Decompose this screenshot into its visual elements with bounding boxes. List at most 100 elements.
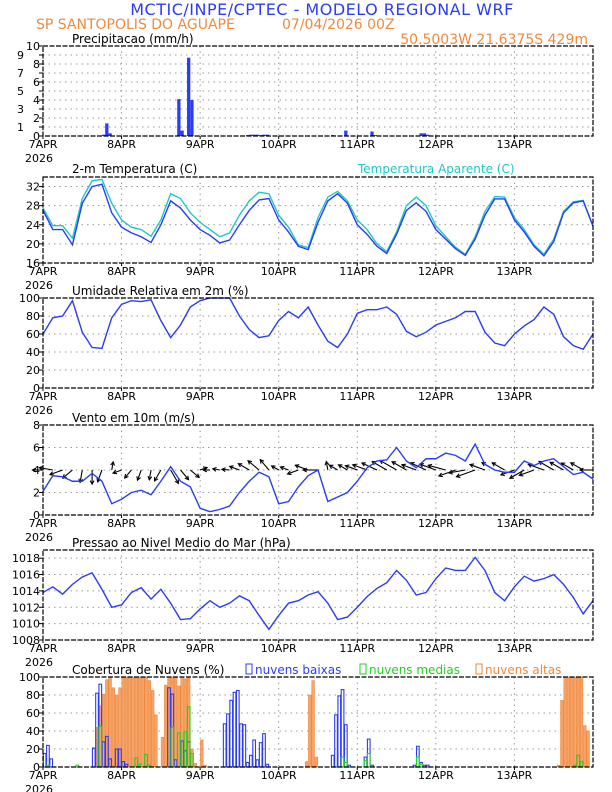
cloud-bar-nuvens-altas <box>111 687 116 768</box>
cloud-bar-nuvens-altas <box>128 676 132 768</box>
y-tick-label: 80 <box>26 689 40 702</box>
wind-arrow <box>123 469 132 479</box>
x-tick-label: 10APR <box>261 642 297 655</box>
wind-frame <box>42 424 594 516</box>
precip-bar <box>105 123 109 136</box>
y-tick-label: 60 <box>26 328 40 341</box>
wind-arrow <box>147 469 153 481</box>
wind-arrow-shaft <box>212 468 220 471</box>
cloud-bar-nuvens-altas <box>164 684 168 768</box>
x-year-label: 2026 <box>25 656 53 669</box>
wind-arrow <box>180 469 190 481</box>
wind-arrow-head <box>455 473 461 478</box>
wind-arrow-head <box>111 469 118 475</box>
location-name: SP SANTOPOLIS DO AGUAPE <box>36 17 235 33</box>
cloud-bar-nuvens-baixas <box>255 759 260 768</box>
wind-arrow-shaft <box>295 464 309 471</box>
y-tick-label: 1010 <box>12 618 40 631</box>
wind-arrow-head <box>294 464 300 469</box>
cloud-bar-nuvens-baixas <box>258 742 263 768</box>
wind-arrow-shaft <box>111 461 114 471</box>
pressure-title: Pressao ao Nivel Medio do Mar (hPa) <box>72 536 291 550</box>
cloud-bar-nuvens-baixas <box>91 747 96 768</box>
run-time: 07/04/2026 00Z <box>282 17 395 33</box>
cloud-bar-nuvens-baixas <box>337 695 342 768</box>
wind-arrow-head <box>391 461 397 466</box>
main-title: MCTIC/INPE/CPTEC - MODELO REGIONAL WRF <box>130 0 514 19</box>
x-tick-label: 7APR <box>29 769 58 782</box>
wind-arrow-head <box>578 467 584 473</box>
wind-arrow <box>391 461 407 471</box>
wind-arrow-shaft <box>238 463 250 471</box>
y-tick-label: 0 <box>33 509 40 522</box>
x-tick-label: 12APR <box>418 517 454 530</box>
wind-arrow <box>237 463 250 471</box>
x-tick-label: 13APR <box>497 390 533 403</box>
wind-arrow-head <box>202 467 208 473</box>
wind-arrow-head <box>31 467 37 473</box>
wind-arrow-head <box>328 464 334 469</box>
cloud-bar-nuvens-medias <box>419 763 424 768</box>
y-tick-label: 1016 <box>12 569 40 582</box>
cloud-bar-nuvens-baixas <box>46 744 50 768</box>
cloud-bar-nuvens-baixas <box>239 723 243 768</box>
y-tick-label: 100 <box>19 671 40 684</box>
y-tick-label: 6 <box>33 76 40 89</box>
cloud-bar-nuvens-altas <box>134 676 138 768</box>
wind-arrow <box>491 462 505 471</box>
cloud-bar-nuvens-medias <box>343 761 348 768</box>
cloud-bar-nuvens-altas <box>147 680 152 768</box>
wind-arrow <box>279 465 289 471</box>
wind-arrow-shaft <box>229 465 240 471</box>
x-tick-label: 12APR <box>418 138 454 151</box>
cloud-bar-nuvens-altas <box>200 739 204 768</box>
legend-low-label: nuvens baixas <box>255 663 341 677</box>
wind-arrow-shaft <box>271 465 279 471</box>
wind-arrow <box>328 464 338 471</box>
y-tick-label: 8 <box>33 58 40 71</box>
wind-arrow <box>337 464 348 471</box>
y-tick-label: 80 <box>26 310 40 323</box>
legend-swatch-mid <box>359 663 367 675</box>
legend-swatch-high <box>475 663 483 675</box>
wind-arrow <box>110 460 115 471</box>
x-tick-label: 7APR <box>29 642 58 655</box>
wind-arrow <box>437 469 456 478</box>
cloud-bar-nuvens-medias <box>75 764 80 768</box>
y-tick-label: 5 <box>17 85 24 98</box>
precip-bar <box>262 134 266 136</box>
cloud-bar-nuvens-baixas <box>340 689 345 768</box>
x-tick-label: 12APR <box>418 390 454 403</box>
cloud-bar-nuvens-altas <box>311 680 315 768</box>
wind-arrow-head <box>38 465 44 471</box>
cloud-bar-nuvens-altas <box>121 676 125 768</box>
wind-arrow-head <box>468 463 475 468</box>
wind-arrow <box>294 464 309 471</box>
y-tick-label: 20 <box>26 743 40 756</box>
cloud-bar-nuvens-medias <box>363 760 368 768</box>
wind-arrow <box>202 467 210 473</box>
wind-arrow-shaft <box>124 469 132 479</box>
y-tick-label: 0 <box>33 382 40 395</box>
wind-arrow <box>220 467 230 472</box>
x-tick-label: 13APR <box>497 517 533 530</box>
x-tick-label: 9APR <box>186 642 215 655</box>
temp-title: 2-m Temperatura (C) <box>72 162 197 176</box>
clouds-frame <box>42 676 594 768</box>
wind-arrow-head <box>228 465 234 470</box>
pressure-panel: 1008 1010 1012 1014 1016 1018 7APR 8APR 9APR 10AP… <box>12 549 594 669</box>
precip-bar <box>426 134 430 136</box>
cloud-bar-nuvens-medias <box>366 752 371 768</box>
wind-arrow-head <box>302 467 307 473</box>
precip-bar <box>265 134 269 136</box>
cloud-bar-nuvens-baixas <box>252 739 257 768</box>
wind-arrow-head <box>344 464 350 470</box>
wind-arrow <box>153 469 162 482</box>
wind-arrow-head <box>174 479 179 485</box>
x-year-label: 2026 <box>25 531 53 544</box>
wind-arrow-shaft <box>199 466 208 471</box>
wind-arrow-head <box>518 471 524 477</box>
wind-arrow-head <box>324 460 330 466</box>
